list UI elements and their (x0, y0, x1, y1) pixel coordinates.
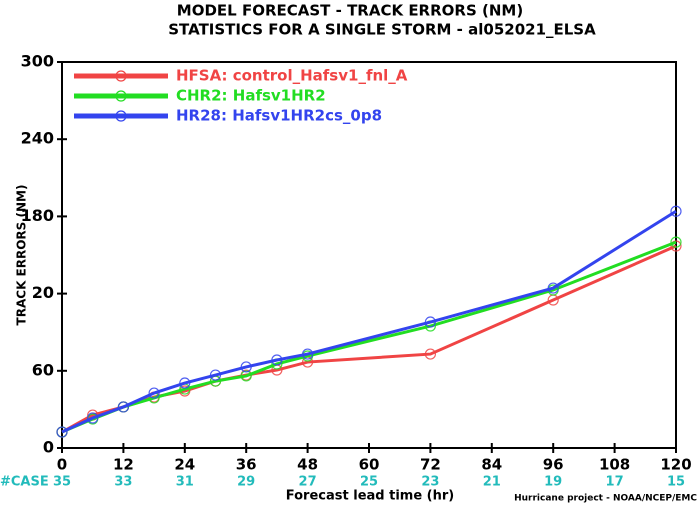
x-tick-label: 120 (660, 456, 691, 474)
x-tick-label: 96 (543, 456, 564, 474)
point (87, 412, 99, 424)
x-tick-label: 0 (57, 456, 67, 474)
case-count: 19 (544, 475, 562, 490)
point (670, 240, 682, 252)
case-count: 17 (606, 475, 624, 490)
case-count: 33 (114, 475, 132, 490)
legend-marker (115, 70, 127, 82)
x-tick-label: 24 (174, 456, 195, 474)
y-tick-label: 240 (21, 129, 54, 148)
point (424, 316, 436, 328)
point (271, 354, 283, 366)
cases-label: #CASE (0, 475, 49, 490)
point (209, 369, 222, 381)
legend-label: HFSA: control_Hafsv1_fnl_A (176, 67, 408, 85)
point (670, 236, 682, 248)
case-count: 29 (237, 475, 255, 490)
y-tick-label: 60 (32, 360, 54, 379)
x-tick-label: 72 (420, 456, 441, 474)
x-tick-label: 84 (481, 456, 502, 474)
point (56, 426, 68, 438)
footer: Hurricane project - NOAA/NCEP/EMC (514, 494, 697, 504)
point (670, 205, 682, 217)
x-axis-label: Forecast lead time (hr) (286, 489, 454, 504)
y-tick-label: 0 (43, 438, 54, 457)
legend-label: HR28: Hafsv1HR2cs_0p8 (176, 107, 382, 125)
y-tick-label: 300 (21, 52, 54, 71)
point (240, 370, 252, 382)
chart-title: MODEL FORECAST - TRACK ERRORS (NM) (177, 2, 523, 20)
point (547, 282, 559, 294)
x-tick-label: 108 (599, 456, 630, 474)
chart-subtitle: STATISTICS FOR A SINGLE STORM - al052021… (168, 21, 596, 39)
case-count: 27 (299, 475, 317, 490)
legend-label: CHR2: Hafsv1HR2 (176, 87, 326, 105)
plot-frame (61, 61, 677, 449)
x-tick-label: 12 (113, 456, 134, 474)
case-count: 25 (360, 475, 378, 490)
case-count: 21 (483, 475, 501, 490)
case-count: 35 (53, 475, 71, 490)
x-tick-label: 36 (236, 456, 257, 474)
point (148, 387, 160, 399)
point (424, 348, 436, 360)
case-count: 31 (176, 475, 194, 490)
point (302, 348, 314, 360)
y-tick-label: 180 (21, 206, 54, 225)
case-count: 15 (667, 475, 685, 490)
x-tick-label: 60 (359, 456, 380, 474)
y-tick-label: 20 (32, 283, 54, 302)
point (179, 377, 191, 389)
case-count: 23 (421, 475, 439, 490)
point (240, 361, 252, 373)
legend-marker (115, 90, 127, 102)
legend-marker (115, 110, 127, 122)
point (117, 401, 130, 413)
y-axis-label: TRACK ERRORS (NM) (15, 185, 29, 326)
x-tick-label: 48 (297, 456, 318, 474)
